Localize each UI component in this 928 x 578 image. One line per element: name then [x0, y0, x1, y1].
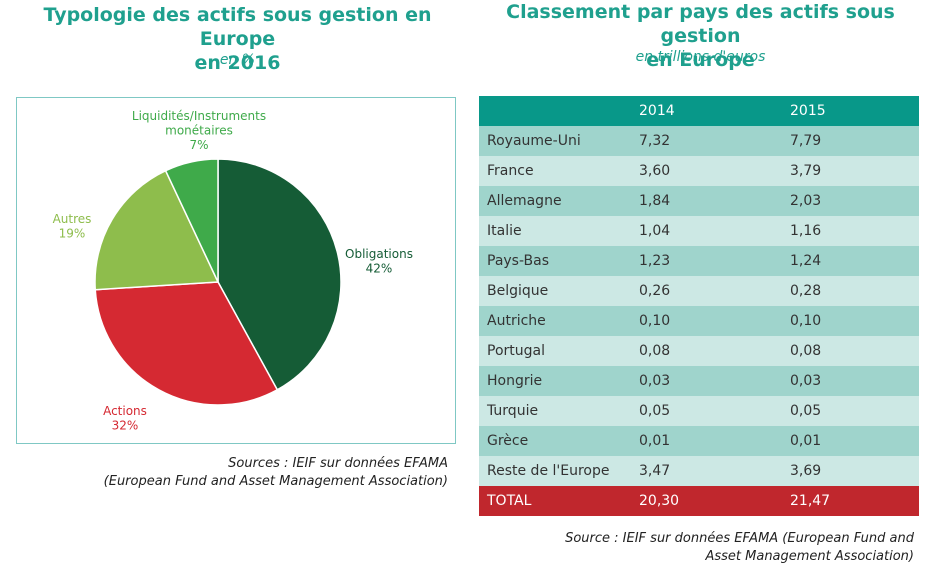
table-row: Hongrie 0,03 0,03	[479, 366, 919, 396]
value-2015-cell: 0,05	[784, 396, 919, 426]
table-row: Belgique 0,26 0,28	[479, 276, 919, 306]
table-header-row: 2014 2015	[479, 96, 919, 126]
value-2014-cell: 1,23	[632, 246, 784, 276]
total-2014-cell: 20,30	[632, 486, 784, 516]
pie-chart-subtitle: en %	[219, 52, 256, 68]
pie-category-label: Liquidités/Instruments	[132, 109, 266, 123]
country-cell: France	[479, 156, 632, 186]
header-country	[479, 96, 632, 126]
value-2014-cell: 7,32	[632, 126, 784, 156]
pie-category-label: Actions	[103, 404, 147, 418]
value-2015-cell: 1,16	[784, 216, 919, 246]
table-title-line-2: en Europe	[646, 49, 755, 71]
country-cell: Royaume-Uni	[479, 126, 632, 156]
value-2015-cell: 0,01	[784, 426, 919, 456]
pie-chart-title: Typologie des actifs sous gestion en Eur…	[15, 3, 460, 75]
pie-slice-obligations	[217, 158, 342, 391]
ranking-table: 2014 2015 Royaume-Uni 7,32 7,79 France 3…	[479, 96, 919, 516]
country-cell: Allemagne	[479, 186, 632, 216]
value-2014-cell: 0,01	[632, 426, 784, 456]
value-2015-cell: 7,79	[784, 126, 919, 156]
country-cell: Autriche	[479, 306, 632, 336]
pie-category-label: monétaires	[165, 124, 233, 138]
value-2015-cell: 1,24	[784, 246, 919, 276]
country-cell: Hongrie	[479, 366, 632, 396]
table-row: Autriche 0,10 0,10	[479, 306, 919, 336]
pie-slice-actions	[94, 281, 279, 406]
value-2015-cell: 0,28	[784, 276, 919, 306]
table-source-line-1: Source : IEIF sur données EFAMA (Europea…	[565, 531, 914, 546]
value-2015-cell: 3,69	[784, 456, 919, 486]
value-2014-cell: 0,10	[632, 306, 784, 336]
value-2014-cell: 3,47	[632, 456, 784, 486]
value-2014-cell: 0,03	[632, 366, 784, 396]
table-row: Reste de l'Europe 3,47 3,69	[479, 456, 919, 486]
table-source: Source : IEIF sur données EFAMA (Europea…	[478, 530, 914, 566]
pie-category-label: Autres	[53, 212, 92, 226]
table-row: Grèce 0,01 0,01	[479, 426, 919, 456]
value-2014-cell: 0,05	[632, 396, 784, 426]
table-row: Italie 1,04 1,16	[479, 216, 919, 246]
table-row: Pays-Bas 1,23 1,24	[479, 246, 919, 276]
value-2015-cell: 2,03	[784, 186, 919, 216]
table-row: Royaume-Uni 7,32 7,79	[479, 126, 919, 156]
value-2015-cell: 0,08	[784, 336, 919, 366]
country-cell: Portugal	[479, 336, 632, 366]
pie-source-line-1: Sources : IEIF sur données EFAMA	[228, 456, 448, 471]
value-2015-cell: 0,03	[784, 366, 919, 396]
pie-percent-label: 42%	[366, 262, 393, 276]
country-cell: Belgique	[479, 276, 632, 306]
total-label-cell: TOTAL	[479, 486, 632, 516]
table-row: Allemagne 1,84 2,03	[479, 186, 919, 216]
table-title-line-1: Classement par pays des actifs sous gest…	[506, 1, 895, 47]
pie-title-line-1: Typologie des actifs sous gestion en Eur…	[43, 4, 432, 50]
table-source-line-2: Asset Management Association)	[705, 549, 914, 564]
pie-percent-label: 32%	[112, 419, 139, 433]
pie-chart-panel: Obligations 42% Actions 32% Autres 19% Liquidi…	[16, 97, 456, 444]
table-row: France 3,60 3,79	[479, 156, 919, 186]
pie-percent-label: 7%	[189, 138, 208, 152]
header-2015: 2015	[784, 96, 919, 126]
value-2014-cell: 0,26	[632, 276, 784, 306]
pie-title-line-2: en 2016	[194, 52, 281, 74]
table-row: Turquie 0,05 0,05	[479, 396, 919, 426]
table-title: Classement par pays des actifs sous gest…	[478, 0, 923, 72]
country-cell: Pays-Bas	[479, 246, 632, 276]
value-2014-cell: 1,84	[632, 186, 784, 216]
country-cell: Grèce	[479, 426, 632, 456]
pie-source-line-2: (European Fund and Asset Management Asso…	[103, 474, 448, 489]
value-2015-cell: 3,79	[784, 156, 919, 186]
country-cell: Reste de l'Europe	[479, 456, 632, 486]
table-subtitle: en trillions d'euros	[635, 49, 766, 65]
header-2014: 2014	[632, 96, 784, 126]
table-total-row: TOTAL 20,30 21,47	[479, 486, 919, 516]
country-cell: Turquie	[479, 396, 632, 426]
pie-percent-label: 19%	[59, 227, 86, 241]
value-2014-cell: 3,60	[632, 156, 784, 186]
pie-slice-autres	[94, 169, 220, 291]
country-cell: Italie	[479, 216, 632, 246]
value-2014-cell: 1,04	[632, 216, 784, 246]
pie-chart-source: Sources : IEIF sur données EFAMA (Europe…	[16, 455, 448, 491]
total-2015-cell: 21,47	[784, 486, 919, 516]
value-2015-cell: 0,10	[784, 306, 919, 336]
value-2014-cell: 0,08	[632, 336, 784, 366]
pie-slice-liquidit-s-instruments	[164, 158, 219, 283]
pie-category-label: Obligations	[345, 247, 413, 261]
table-row: Portugal 0,08 0,08	[479, 336, 919, 366]
